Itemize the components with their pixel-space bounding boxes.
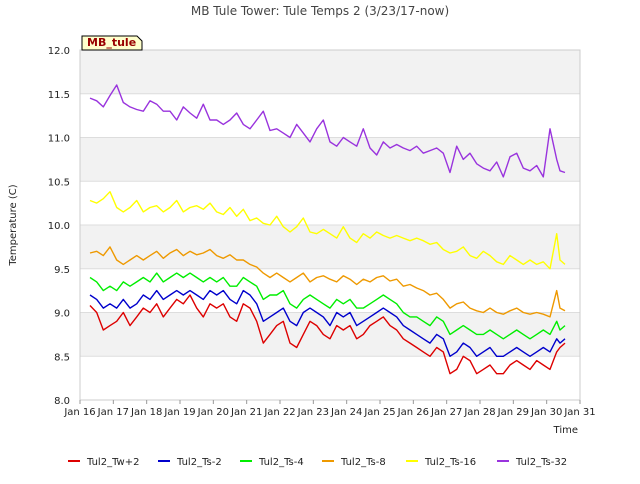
legend-item: Tul2_Tw+2 [68, 457, 139, 468]
x-tick-label: Jan 17 [97, 407, 129, 418]
x-tick-label: Jan 29 [497, 407, 529, 418]
y-tick-label: 9.5 [54, 265, 70, 276]
y-tick-label: 8.0 [54, 396, 70, 407]
plot-band [80, 312, 580, 357]
series-line-tul2-ts-16 [89, 190, 566, 270]
plot-band [80, 50, 580, 94]
y-tick-label: 10.0 [48, 221, 70, 232]
legend-label: Tul2_Ts-8 [340, 457, 386, 468]
legend-label: Tul2_Ts-4 [258, 457, 304, 468]
x-tick-label: Jan 27 [430, 407, 462, 418]
x-tick-label: Jan 25 [363, 407, 395, 418]
x-tick-label: Jan 28 [463, 407, 495, 418]
legend: Tul2_Tw+2 Tul2_Ts-2 Tul2_Ts-4 Tul2_Ts-8 Tul2… [68, 457, 567, 468]
series-line-tul2-ts-32 [89, 84, 566, 178]
legend-item: Tul2_Ts-2 [158, 457, 222, 468]
x-tick-label: Jan 31 [563, 407, 595, 418]
x-tick-label: Jan 26 [397, 407, 429, 418]
plot-bands [80, 50, 580, 357]
x-tick-label: Jan 30 [530, 407, 562, 418]
series-line-tul2-ts-8 [89, 246, 566, 318]
legend-item: Tul2_Ts-8 [322, 457, 386, 468]
y-tick-label: 10.5 [48, 177, 70, 188]
series-line-tul2-ts-4 [89, 272, 566, 340]
legend-label: Tul2_Ts-2 [176, 457, 222, 468]
x-tick-label: Jan 16 [63, 407, 95, 418]
plot-frame [79, 49, 581, 401]
x-tick-label: Jan 23 [297, 407, 329, 418]
x-tick-label: Jan 22 [263, 407, 295, 418]
x-axis-ticks: Jan 16 Jan 17 Jan 18 Jan 19 Jan 20 Jan 21 Jan … [63, 400, 596, 418]
x-tick-label: Jan 21 [230, 407, 262, 418]
y-axis-label: Temperature (C) [8, 184, 19, 266]
legend-label: Tul2_Ts-16 [424, 457, 476, 468]
station-label-bg [81, 35, 143, 51]
y-tick-label: 11.5 [48, 90, 70, 101]
station-label-box: MB_tule [81, 35, 143, 51]
y-axis-ticks: 8.0 8.5 9.0 9.5 10.0 10.5 11.0 11.5 12.0 [48, 46, 70, 407]
legend-label: Tul2_Tw+2 [86, 457, 139, 468]
y-tick-label: 8.5 [54, 352, 70, 363]
legend-label: Tul2_Ts-32 [515, 457, 567, 468]
x-tick-label: Jan 18 [130, 407, 162, 418]
y-tick-label: 12.0 [48, 46, 70, 57]
series-line-tul2-tw-2 [89, 294, 566, 375]
plot-band [80, 137, 580, 182]
legend-item: Tul2_Ts-4 [240, 457, 304, 468]
series-lines [89, 84, 566, 375]
legend-item: Tul2_Ts-32 [497, 457, 567, 468]
x-axis-label: Time [553, 425, 578, 436]
y-tick-label: 9.0 [54, 309, 70, 320]
station-label: MB_tule [87, 36, 136, 49]
x-tick-label: Jan 19 [163, 407, 195, 418]
x-tick-label: Jan 20 [197, 407, 229, 418]
legend-item: Tul2_Ts-16 [406, 457, 476, 468]
series-line-tul2-ts-2 [89, 289, 566, 357]
y-tick-label: 11.0 [48, 134, 70, 145]
chart-title: MB Tule Tower: Tule Temps 2 (3/23/17-now… [191, 4, 449, 18]
x-tick-label: Jan 24 [330, 407, 362, 418]
